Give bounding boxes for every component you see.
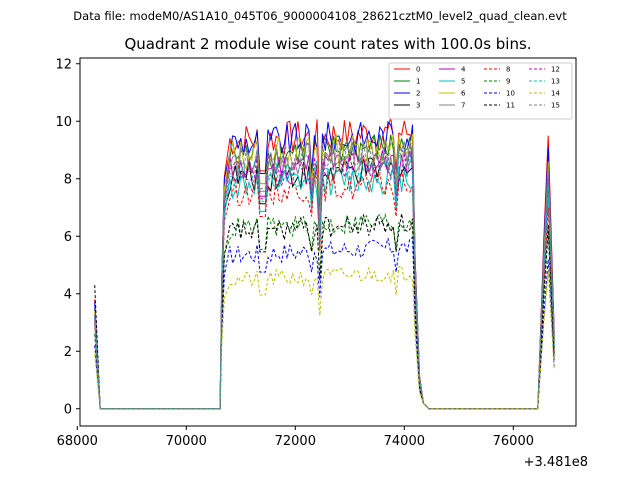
y-tick-label: 6 xyxy=(64,230,72,245)
legend-label: 2 xyxy=(416,90,420,98)
x-tick-label: 68000 xyxy=(57,434,98,449)
data-file-label: Data file: modeM0/AS1A10_045T06_90000041… xyxy=(73,9,567,23)
legend-label: 7 xyxy=(461,102,465,110)
x-tick-label: 74000 xyxy=(384,434,425,449)
legend-label: 5 xyxy=(461,78,465,86)
x-offset-label: +3.481e8 xyxy=(524,455,588,470)
legend-label: 3 xyxy=(416,102,420,110)
legend-label: 12 xyxy=(551,66,560,74)
y-tick-label: 4 xyxy=(64,287,72,302)
legend-label: 14 xyxy=(551,90,560,98)
chart-title: Quadrant 2 module wise count rates with … xyxy=(124,35,531,53)
y-tick-label: 8 xyxy=(64,172,72,187)
series-line-15 xyxy=(94,137,555,410)
series-line-14 xyxy=(94,265,555,410)
y-tick-label: 12 xyxy=(55,57,72,72)
legend-box xyxy=(388,62,573,120)
plot-area xyxy=(79,57,577,427)
legend-label: 6 xyxy=(461,90,466,98)
series-layer xyxy=(94,117,555,410)
legend-label: 9 xyxy=(506,78,510,86)
x-tick-label: 70000 xyxy=(166,434,207,449)
legend-label: 10 xyxy=(506,90,515,98)
x-tick-label: 72000 xyxy=(275,434,316,449)
legend-label: 15 xyxy=(551,102,560,110)
legend-label: 13 xyxy=(551,78,560,86)
y-axis: 0 2 4 6 8 10 12 xyxy=(55,57,80,417)
y-tick-label: 10 xyxy=(55,115,72,130)
series-line-13 xyxy=(94,151,555,410)
y-tick-label: 0 xyxy=(64,402,72,417)
legend-label: 1 xyxy=(416,78,420,86)
x-axis: 68000 70000 72000 74000 76000 xyxy=(57,426,534,449)
legend-label: 11 xyxy=(506,102,515,110)
axes-frame xyxy=(79,57,577,427)
legend-label: 0 xyxy=(416,66,420,74)
x-tick-label: 76000 xyxy=(493,434,534,449)
legend-label: 4 xyxy=(461,66,466,74)
y-tick-label: 2 xyxy=(64,345,72,360)
legend-label: 8 xyxy=(506,66,510,74)
